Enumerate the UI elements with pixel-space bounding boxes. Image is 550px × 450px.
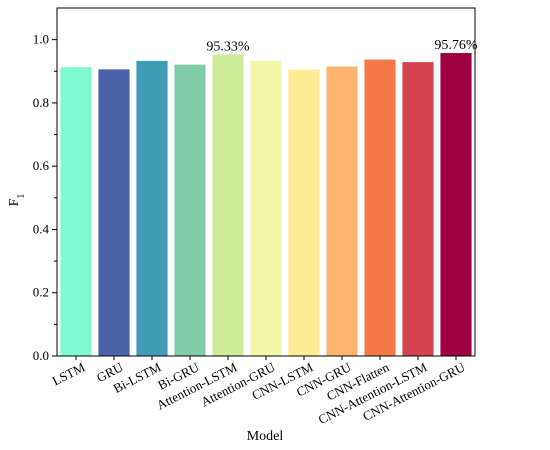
bars <box>60 53 472 357</box>
bar-attention-lstm <box>212 54 244 356</box>
bar-cnn-attention-gru <box>440 53 472 357</box>
bar-lstm <box>60 67 92 356</box>
bar-bi-gru <box>174 64 206 356</box>
y-ticks: 0.0 0.2 0.4 0.6 0.8 1.0 <box>33 32 57 363</box>
y-axis-title-subscript: 1 <box>16 194 27 199</box>
x-ticks: LSTM GRUBi-LSTMBi-GRUAttention-LSTMAttent… <box>50 356 468 427</box>
y-axis-title: F1 <box>7 194 27 207</box>
data-label-cnn-attention-gru: 95.76% <box>434 38 478 53</box>
bar-cnn-flatten <box>364 59 396 356</box>
y-tick-label: 0.0 <box>33 348 49 363</box>
bar-attention-gru <box>250 60 282 356</box>
x-axis-title: Model <box>247 429 284 444</box>
bar-gru <box>98 69 130 357</box>
bar-cnn-lstm <box>288 69 320 356</box>
y-tick-label: 1.0 <box>33 32 49 47</box>
y-axis-title-main: F <box>7 198 22 206</box>
y-tick-label: 0.2 <box>33 285 49 300</box>
data-label-attention-lstm: 95.33% <box>206 39 250 54</box>
y-tick-label: 0.8 <box>33 95 49 110</box>
bar-bi-lstm <box>136 60 168 356</box>
x-tick-label-lstm: LSTM <box>50 359 88 388</box>
bar-cnn-attention-lstm <box>402 62 434 356</box>
y-tick-label: 0.4 <box>33 221 50 236</box>
bar-cnn-gru <box>326 66 358 356</box>
data-labels: 95.33% 95.76% <box>206 38 478 54</box>
y-tick-label: 0.6 <box>33 158 50 173</box>
